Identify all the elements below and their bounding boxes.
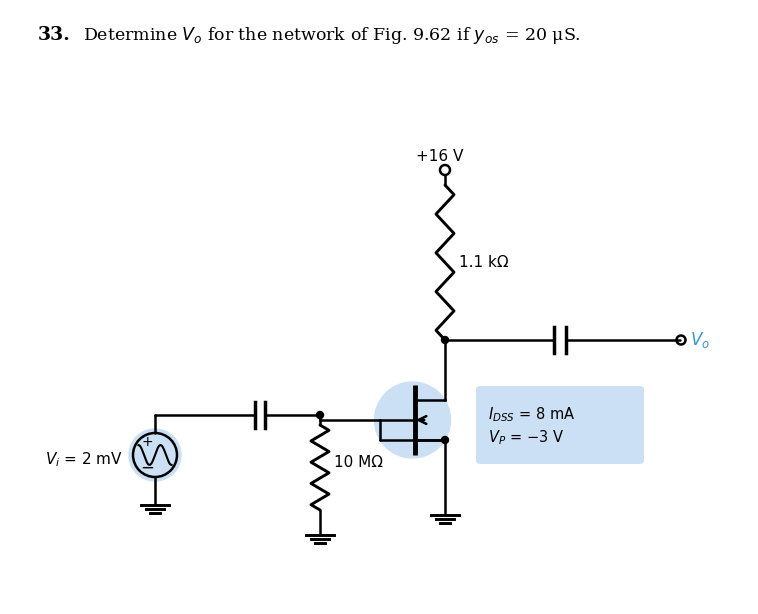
Circle shape	[317, 411, 324, 419]
Text: +: +	[141, 435, 153, 449]
Text: 33.: 33.	[38, 26, 70, 44]
Text: $V_o$: $V_o$	[690, 330, 710, 350]
Circle shape	[129, 429, 181, 481]
Text: −: −	[140, 459, 154, 477]
Text: Determine $V_o$ for the network of Fig. 9.62 if $y_{os}$ = 20 μS.: Determine $V_o$ for the network of Fig. …	[72, 25, 581, 45]
Text: $V_i$ = 2 mV: $V_i$ = 2 mV	[45, 451, 123, 469]
Text: 10 MΩ: 10 MΩ	[334, 455, 383, 470]
Circle shape	[374, 382, 450, 458]
Circle shape	[441, 437, 449, 443]
Text: $I_{DSS}$ = 8 mA: $I_{DSS}$ = 8 mA	[488, 405, 575, 424]
Text: +16 V: +16 V	[416, 149, 464, 163]
Text: 1.1 kΩ: 1.1 kΩ	[459, 255, 509, 270]
Text: $V_P$ = −3 V: $V_P$ = −3 V	[488, 428, 564, 447]
FancyBboxPatch shape	[476, 386, 644, 464]
Circle shape	[441, 336, 449, 343]
